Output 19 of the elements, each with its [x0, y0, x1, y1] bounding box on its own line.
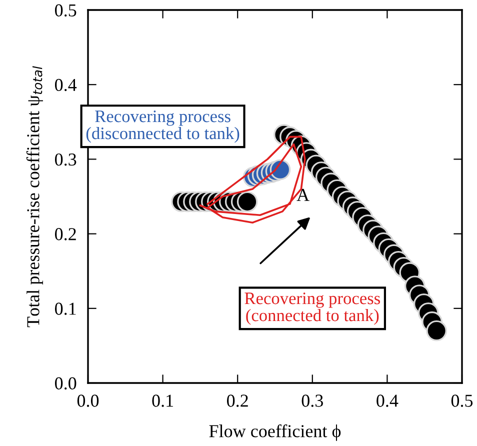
text: Recovering process (connected to tank) [244, 292, 380, 325]
series-label: Recovering process (disconnected to tank) [86, 110, 240, 143]
x-tick-label: 0.2 [227, 394, 248, 407]
y-axis-title: Total pressure-rise coefficient ψ$_{total}$ [26, 66, 43, 328]
y-tick-label: 0.5 [55, 4, 76, 17]
y-tick-label: 0.0 [55, 377, 76, 390]
y-tick-label: 0.1 [55, 302, 76, 315]
x-tick-label: 0.0 [77, 394, 99, 407]
x-tick-label: 0.3 [302, 394, 323, 407]
x-tick-label: 0.4 [376, 394, 398, 407]
x-tick-label: 0.1 [152, 394, 173, 407]
annotation: A [296, 188, 310, 201]
y-tick-label: 0.2 [55, 228, 76, 240]
y-tick-label: 0.4 [55, 78, 77, 92]
x-tick-label: 0.5 [451, 394, 473, 407]
x-axis-title: Flow coefficient ϕ [209, 424, 341, 441]
y-tick-label: 0.3 [55, 153, 76, 166]
point [426, 320, 447, 342]
point [236, 191, 258, 212]
